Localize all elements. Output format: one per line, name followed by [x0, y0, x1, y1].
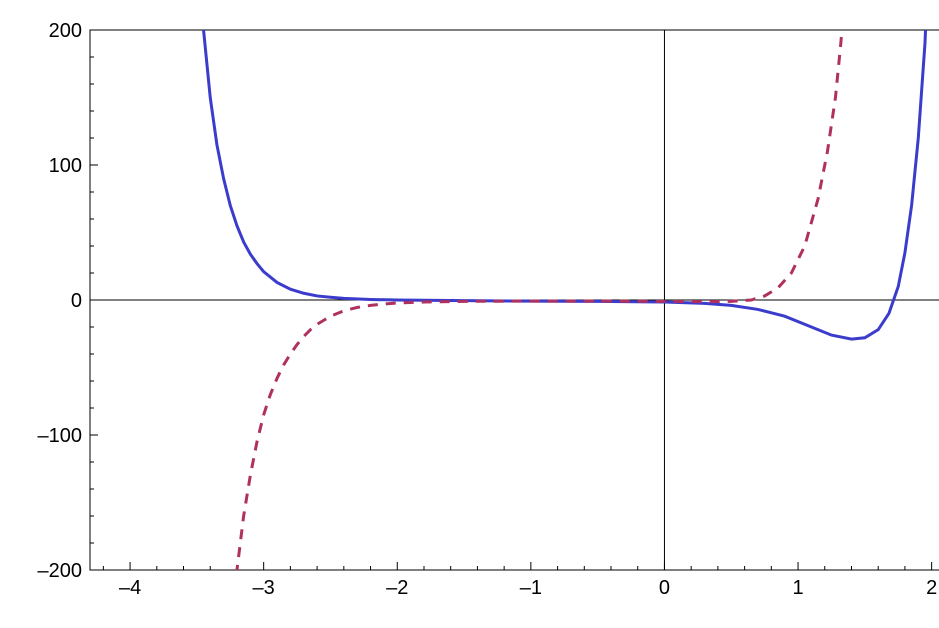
line-chart: –4 –3 –2 –1 0 1 2 –200 –100 0 100 200 — [20, 20, 939, 603]
y-tick-label: –200 — [38, 560, 83, 582]
y-tick-label: 100 — [49, 155, 82, 177]
x-tick-label: 1 — [792, 577, 803, 599]
y-tick-label: 200 — [49, 20, 82, 42]
x-tick-label: 2 — [926, 577, 937, 599]
x-tick-label: 0 — [659, 577, 670, 599]
y-tick-label: –100 — [38, 425, 83, 447]
x-tick-label: –4 — [119, 577, 141, 599]
x-tick-label: –1 — [520, 577, 542, 599]
x-tick-label: –2 — [386, 577, 408, 599]
y-tick-label: 0 — [71, 290, 82, 312]
x-tick-label: –3 — [253, 577, 275, 599]
series-dashed — [224, 20, 852, 603]
chart-container: –4 –3 –2 –1 0 1 2 –200 –100 0 100 200 — [20, 20, 939, 603]
series-solid — [184, 20, 932, 339]
